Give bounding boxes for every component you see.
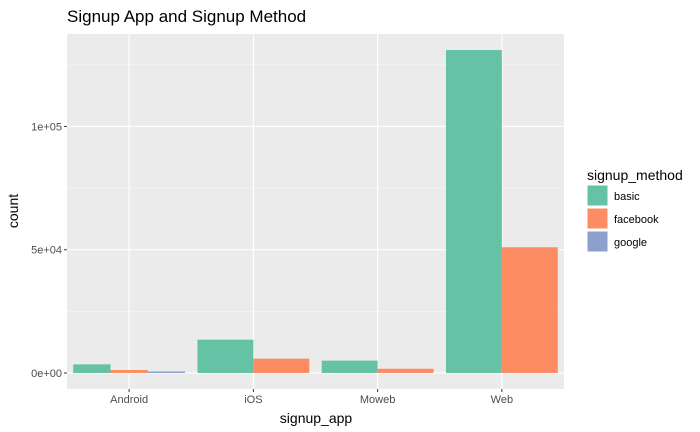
bar-facebook-web [501, 247, 558, 373]
legend: signup_method basic facebook google [586, 167, 683, 253]
bar-google-android [147, 371, 186, 373]
chart-title: Signup App and Signup Method [67, 7, 306, 26]
bar-basic-android [73, 364, 111, 373]
legend-title: signup_method [587, 167, 683, 183]
bar-basic-ios [197, 339, 254, 373]
x-tick-label: iOS [244, 394, 262, 406]
y-axis: 0e+00 5e+04 1e+05 [31, 121, 67, 380]
legend-key-google [586, 230, 609, 253]
x-axis: Android iOS Moweb Web [110, 389, 513, 406]
legend-key-basic [586, 184, 609, 207]
bar-basic-web [445, 50, 502, 373]
y-axis-title: count [5, 194, 21, 228]
legend-label-facebook: facebook [614, 214, 659, 226]
x-tick-label: Web [491, 394, 513, 406]
legend-label-google: google [614, 237, 647, 249]
bar-facebook-moweb [377, 368, 434, 373]
y-tick-label: 1e+05 [31, 121, 62, 133]
bar-facebook-android [110, 370, 148, 373]
bars [73, 50, 558, 373]
x-tick-label: Android [110, 394, 148, 406]
y-tick-label: 0e+00 [31, 368, 62, 380]
bar-facebook-ios [253, 358, 310, 373]
legend-label-basic: basic [614, 191, 640, 203]
y-tick-label: 5e+04 [31, 245, 62, 257]
legend-key-facebook [586, 207, 609, 230]
x-axis-title: signup_app [280, 410, 353, 426]
x-tick-label: Moweb [360, 394, 395, 406]
bar-basic-moweb [321, 360, 378, 373]
